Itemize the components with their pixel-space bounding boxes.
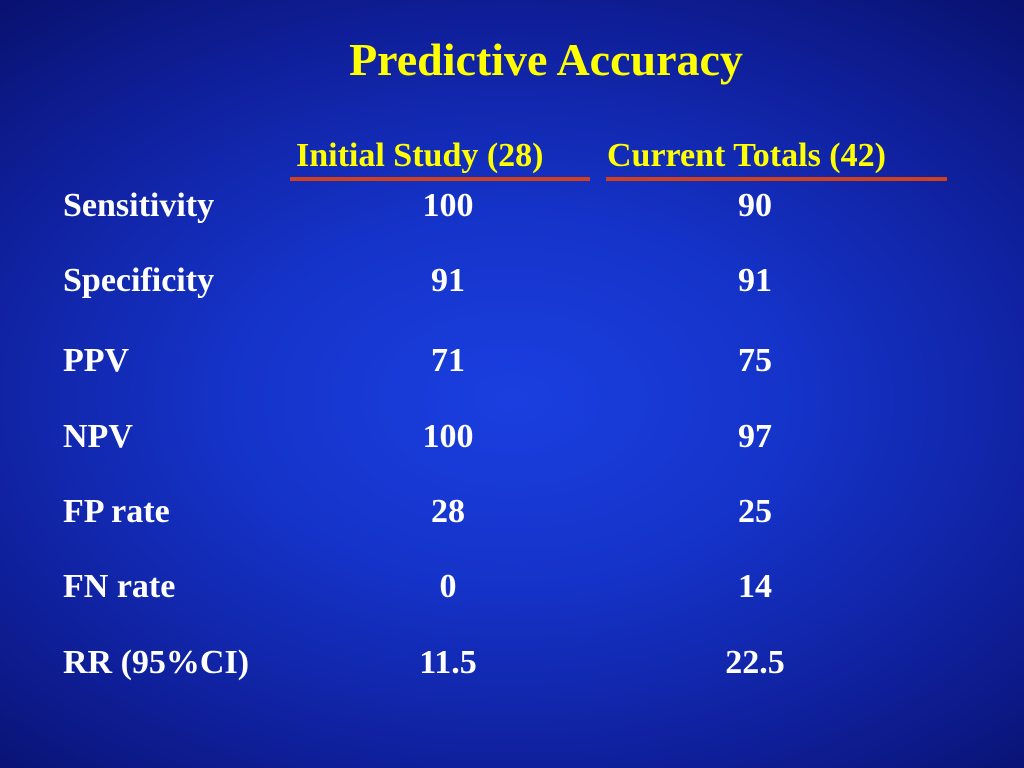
cell-ppv-current: 75 <box>738 342 772 379</box>
row-label-ppv: PPV <box>63 342 130 379</box>
cell-fn-rate-initial: 0 <box>439 568 457 605</box>
cell-sensitivity-initial: 100 <box>422 187 474 224</box>
column-header-current-totals: Current Totals (42) <box>607 137 886 174</box>
cell-npv-initial: 100 <box>422 418 474 455</box>
cell-npv-current: 97 <box>738 418 772 455</box>
column-header-initial-study: Initial Study (28) <box>296 137 544 174</box>
cell-specificity-current: 91 <box>738 262 772 299</box>
cell-fp-rate-initial: 28 <box>431 493 465 530</box>
header-underline-current <box>606 177 947 181</box>
cell-specificity-initial: 91 <box>431 262 465 299</box>
row-label-sensitivity: Sensitivity <box>63 187 215 224</box>
slide-title: Predictive Accuracy <box>349 34 743 85</box>
cell-fp-rate-current: 25 <box>738 493 772 530</box>
cell-rr-initial: 11.5 <box>419 644 477 681</box>
cell-fn-rate-current: 14 <box>738 568 772 605</box>
row-label-rr-95ci: RR (95%CI) <box>63 644 250 681</box>
cell-ppv-initial: 71 <box>431 342 465 379</box>
row-label-npv: NPV <box>63 418 133 455</box>
cell-sensitivity-current: 90 <box>738 187 772 224</box>
row-label-specificity: Specificity <box>63 262 215 299</box>
row-label-fn-rate: FN rate <box>63 568 176 605</box>
row-label-fp-rate: FP rate <box>63 493 170 530</box>
header-underline-initial <box>290 177 590 181</box>
cell-rr-current: 22.5 <box>725 644 785 681</box>
